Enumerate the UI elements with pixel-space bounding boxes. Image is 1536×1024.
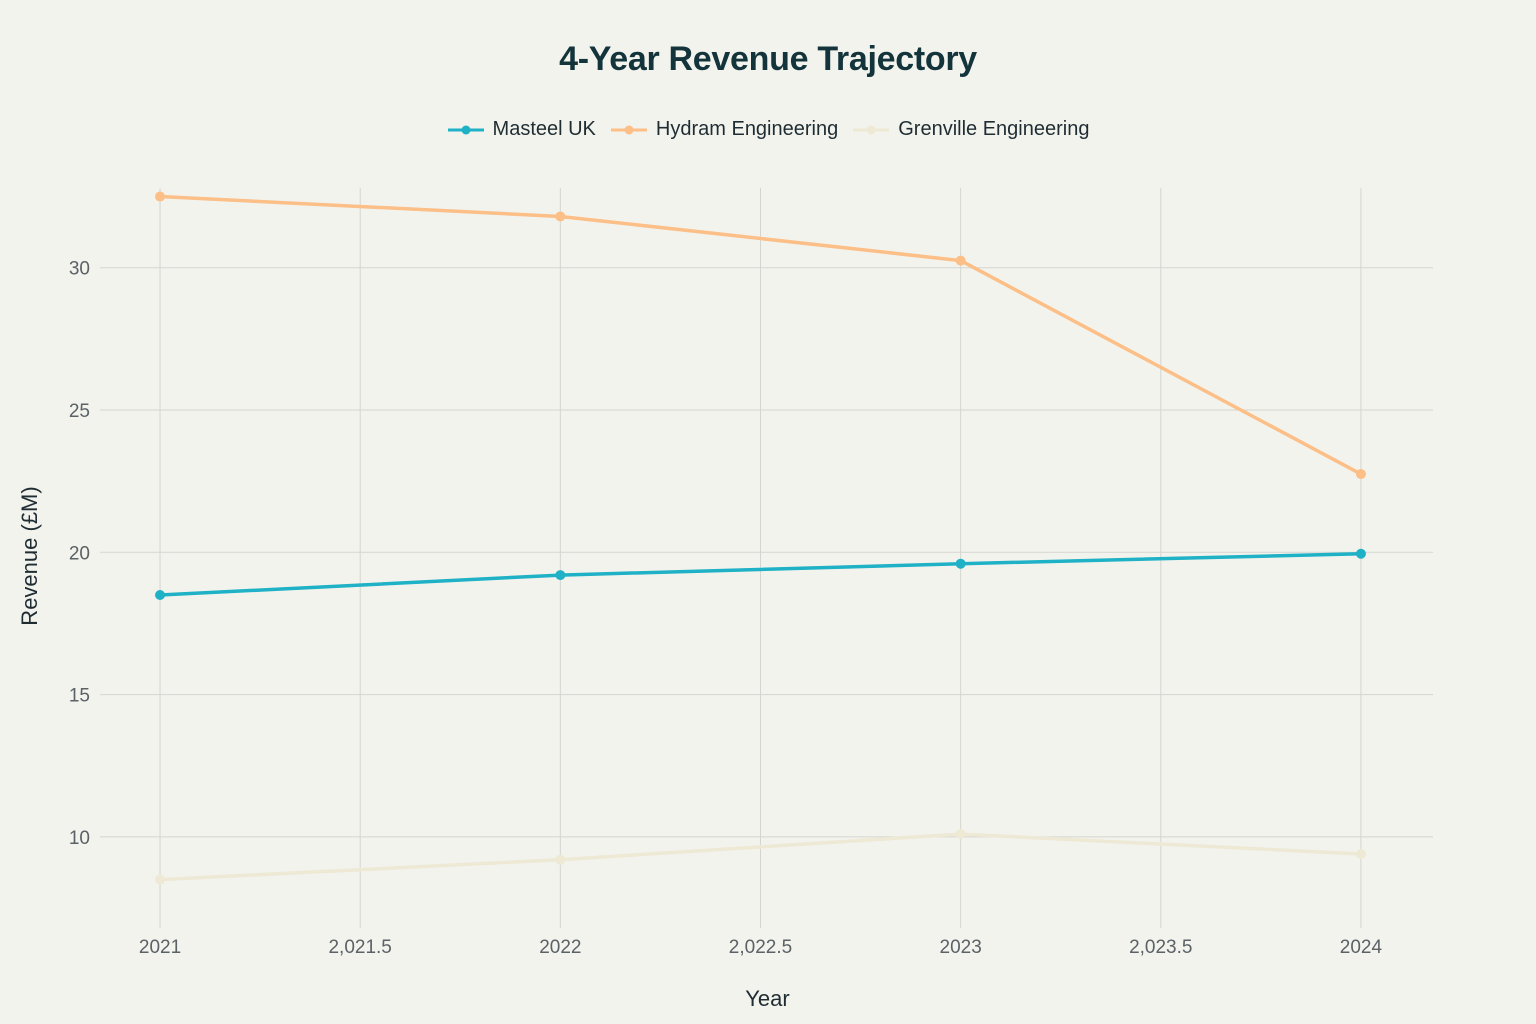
legend-label-hydram-engineering: Hydram Engineering xyxy=(655,118,839,140)
x-tick-label: 2,023.5 xyxy=(1129,937,1192,958)
legend: Masteel UK Hydram Engineering Grenville … xyxy=(0,118,1536,141)
x-tick-label: 2,022.5 xyxy=(729,937,792,958)
data-point-masteel-uk xyxy=(955,558,966,569)
data-point-grenville-engineering xyxy=(555,854,566,865)
legend-swatch-hydram-engineering xyxy=(610,125,647,134)
series-line-hydram-engineering xyxy=(158,194,1363,476)
data-point-grenville-engineering xyxy=(155,874,166,885)
legend-label-grenville-engineering: Grenville Engineering xyxy=(898,118,1090,140)
y-tick-label: 20 xyxy=(69,543,90,564)
chart-title: 4-Year Revenue Trajectory xyxy=(559,40,977,78)
legend-item-masteel-uk[interactable]: Masteel UK xyxy=(447,118,596,141)
x-tick-label: 2024 xyxy=(1340,937,1383,958)
series-line-grenville-engineering xyxy=(158,832,1363,882)
legend-swatch-grenville-engineering xyxy=(853,125,890,134)
y-tick-label: 25 xyxy=(69,401,90,422)
data-point-grenville-engineering xyxy=(1355,849,1366,859)
legend-item-hydram-engineering[interactable]: Hydram Engineering xyxy=(610,118,838,141)
x-tick-label: 2,021.5 xyxy=(328,937,391,958)
data-point-hydram-engineering xyxy=(1355,469,1366,480)
y-tick-label: 10 xyxy=(69,828,90,849)
data-point-hydram-engineering xyxy=(955,255,966,266)
data-point-masteel-uk xyxy=(555,570,566,581)
data-point-hydram-engineering xyxy=(555,211,566,222)
x-axis-title: Year xyxy=(745,986,789,1011)
y-tick-label: 30 xyxy=(69,259,90,280)
legend-item-grenville-engineering[interactable]: Grenville Engineering xyxy=(852,118,1089,141)
legend-swatch-masteel-uk xyxy=(447,125,484,134)
x-tick-label: 2023 xyxy=(940,937,982,958)
series-line-masteel-uk xyxy=(158,551,1363,597)
y-axis-title: Revenue (£M) xyxy=(17,486,42,625)
data-point-masteel-uk xyxy=(1355,548,1366,559)
legend-label-masteel-uk: Masteel UK xyxy=(492,118,596,140)
data-point-grenville-engineering xyxy=(955,829,966,840)
data-point-hydram-engineering xyxy=(155,191,166,202)
y-tick-label: 15 xyxy=(69,686,90,707)
data-point-masteel-uk xyxy=(155,590,166,600)
x-tick-label: 2022 xyxy=(539,937,581,958)
x-tick-label: 2021 xyxy=(139,937,181,958)
